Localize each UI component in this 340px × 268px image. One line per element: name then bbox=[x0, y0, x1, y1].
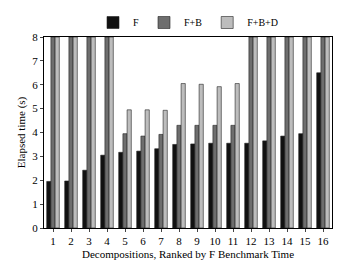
svg-text:6: 6 bbox=[32, 79, 38, 91]
svg-text:7: 7 bbox=[32, 55, 38, 67]
svg-text:1: 1 bbox=[50, 235, 56, 247]
svg-text:3: 3 bbox=[86, 235, 92, 247]
svg-text:F+B+D: F+B+D bbox=[247, 17, 278, 28]
svg-text:2: 2 bbox=[32, 174, 38, 186]
svg-text:16: 16 bbox=[318, 235, 330, 247]
svg-text:Elapsed time (s): Elapsed time (s) bbox=[15, 96, 28, 168]
svg-text:8: 8 bbox=[176, 235, 182, 247]
svg-text:11: 11 bbox=[228, 235, 239, 247]
svg-text:F+B: F+B bbox=[184, 17, 202, 28]
svg-text:10: 10 bbox=[210, 235, 222, 247]
svg-text:8: 8 bbox=[32, 31, 38, 43]
svg-text:6: 6 bbox=[140, 235, 146, 247]
svg-text:12: 12 bbox=[246, 235, 257, 247]
svg-text:2: 2 bbox=[68, 235, 74, 247]
svg-text:Decompositions, Ranked by F Be: Decompositions, Ranked by F Benchmark Ti… bbox=[82, 248, 294, 260]
svg-text:5: 5 bbox=[32, 102, 38, 114]
svg-text:4: 4 bbox=[104, 235, 110, 247]
svg-text:5: 5 bbox=[122, 235, 128, 247]
svg-text:14: 14 bbox=[282, 235, 294, 247]
svg-text:4: 4 bbox=[32, 126, 38, 138]
svg-text:13: 13 bbox=[264, 235, 276, 247]
svg-text:3: 3 bbox=[32, 150, 38, 162]
svg-text:15: 15 bbox=[300, 235, 312, 247]
svg-text:1: 1 bbox=[32, 198, 38, 210]
svg-text:F: F bbox=[133, 17, 139, 28]
svg-text:9: 9 bbox=[194, 235, 200, 247]
svg-text:7: 7 bbox=[158, 235, 164, 247]
svg-text:0: 0 bbox=[32, 222, 38, 234]
